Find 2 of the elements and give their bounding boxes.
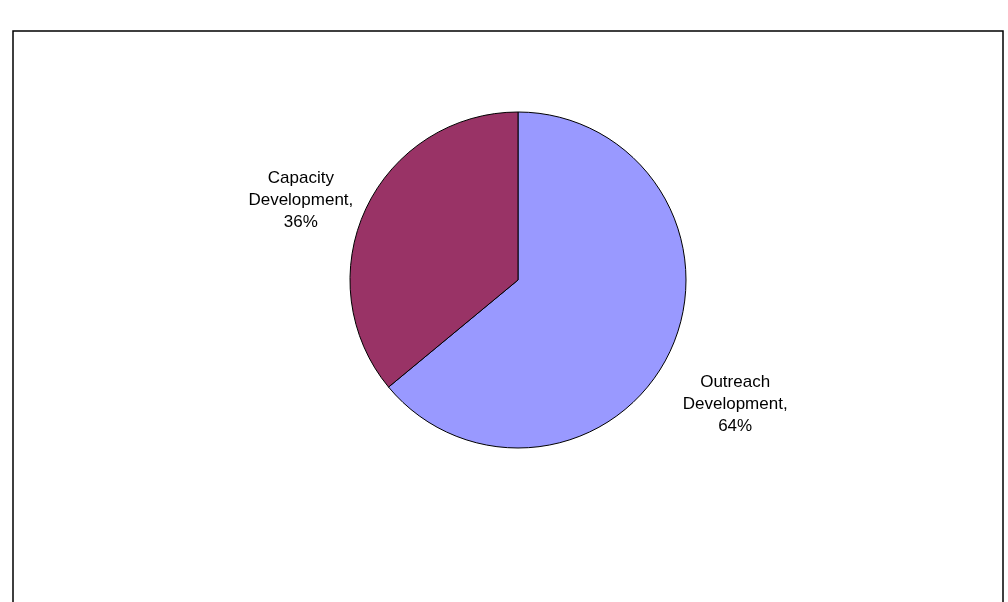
slice-label: Capacity Development, 36%	[248, 167, 354, 231]
slice-label: Outreach Development, 64%	[682, 372, 788, 436]
